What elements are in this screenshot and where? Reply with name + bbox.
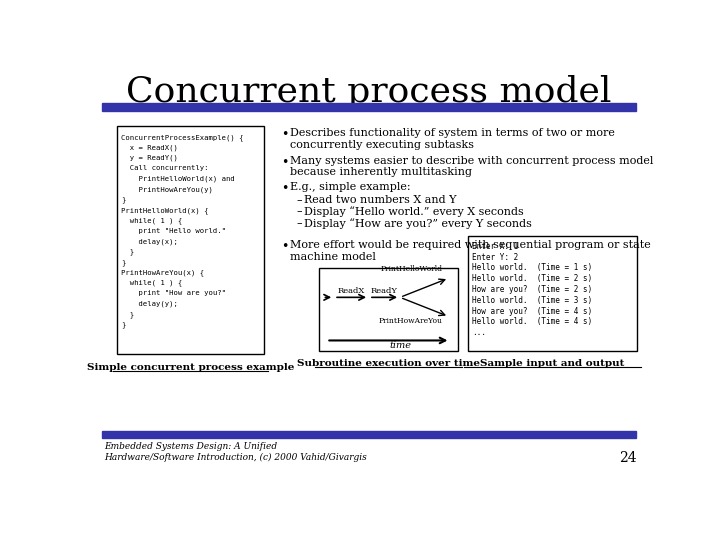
Text: Enter Y: 2: Enter Y: 2 (472, 253, 518, 262)
Text: Hello world.  (Time = 1 s): Hello world. (Time = 1 s) (472, 264, 593, 273)
Text: How are you?  (Time = 4 s): How are you? (Time = 4 s) (472, 307, 593, 315)
Text: delay(y);: delay(y); (121, 300, 178, 307)
Text: Display “Hello world.” every X seconds: Display “Hello world.” every X seconds (304, 206, 523, 217)
Text: time: time (389, 341, 411, 350)
Text: –: – (296, 206, 302, 217)
Text: PrintHelloWorld: PrintHelloWorld (381, 265, 443, 273)
Text: Concurrent process model: Concurrent process model (126, 75, 612, 109)
Text: •: • (281, 182, 288, 195)
Text: }: } (121, 311, 134, 318)
Text: •: • (281, 156, 288, 168)
Text: delay(x);: delay(x); (121, 238, 178, 245)
Text: •: • (281, 128, 288, 141)
Text: ReadY: ReadY (371, 287, 398, 295)
Text: Simple concurrent process example: Simple concurrent process example (87, 363, 294, 372)
Text: ReadX: ReadX (338, 287, 365, 295)
Text: Describes functionality of system in terms of two or more
concurrently executing: Describes functionality of system in ter… (290, 128, 615, 150)
Text: }: } (121, 321, 125, 328)
Text: PrintHowAreYou(y): PrintHowAreYou(y) (121, 186, 213, 193)
Text: print "How are you?": print "How are you?" (121, 290, 226, 296)
Text: Hello world.  (Time = 4 s): Hello world. (Time = 4 s) (472, 318, 593, 326)
Bar (102, 103, 636, 111)
Bar (319, 268, 458, 351)
Text: while( 1 ) {: while( 1 ) { (121, 280, 182, 286)
Text: Call concurrently:: Call concurrently: (121, 165, 209, 171)
Text: More effort would be required with sequential program or state
machine model: More effort would be required with seque… (290, 240, 651, 262)
Text: How are you?  (Time = 2 s): How are you? (Time = 2 s) (472, 285, 593, 294)
Text: while( 1 ) {: while( 1 ) { (121, 217, 182, 224)
Text: Read two numbers X and Y: Read two numbers X and Y (304, 195, 456, 205)
Text: ...: ... (472, 328, 486, 337)
Text: Hello world.  (Time = 3 s): Hello world. (Time = 3 s) (472, 296, 593, 305)
Bar (117, 126, 264, 354)
Bar (102, 430, 636, 438)
Text: print "Hello world.": print "Hello world." (121, 228, 226, 234)
Text: Subroutine execution over time: Subroutine execution over time (297, 359, 480, 368)
Text: x = ReadX(): x = ReadX() (121, 145, 178, 151)
Text: }: } (121, 259, 125, 266)
Text: Hello world.  (Time = 2 s): Hello world. (Time = 2 s) (472, 274, 593, 284)
Text: –: – (296, 218, 302, 228)
Text: y = ReadY(): y = ReadY() (121, 155, 178, 161)
Text: PrintHowAreYou(x) {: PrintHowAreYou(x) { (121, 269, 204, 276)
Text: Sample input and output: Sample input and output (480, 359, 625, 368)
Bar (468, 236, 637, 351)
Text: }: } (121, 197, 125, 203)
Text: }: } (121, 248, 134, 255)
Text: –: – (296, 195, 302, 205)
Text: PrintHowAreYou: PrintHowAreYou (379, 318, 443, 326)
Text: Display “How are you?” every Y seconds: Display “How are you?” every Y seconds (304, 218, 532, 229)
Text: PrintHelloWorld(x) and: PrintHelloWorld(x) and (121, 176, 235, 182)
Text: Embedded Systems Design: A Unified
Hardware/Software Introduction, (c) 2000 Vahi: Embedded Systems Design: A Unified Hardw… (104, 442, 366, 462)
Text: •: • (281, 240, 288, 253)
Text: PrintHelloWorld(x) {: PrintHelloWorld(x) { (121, 207, 209, 214)
Text: E.g., simple example:: E.g., simple example: (290, 182, 410, 192)
Text: Enter X: 1: Enter X: 1 (472, 242, 518, 251)
Text: ConcurrentProcessExample() {: ConcurrentProcessExample() { (121, 134, 243, 141)
Text: 24: 24 (618, 450, 636, 464)
Text: Many systems easier to describe with concurrent process model
because inherently: Many systems easier to describe with con… (290, 156, 653, 177)
